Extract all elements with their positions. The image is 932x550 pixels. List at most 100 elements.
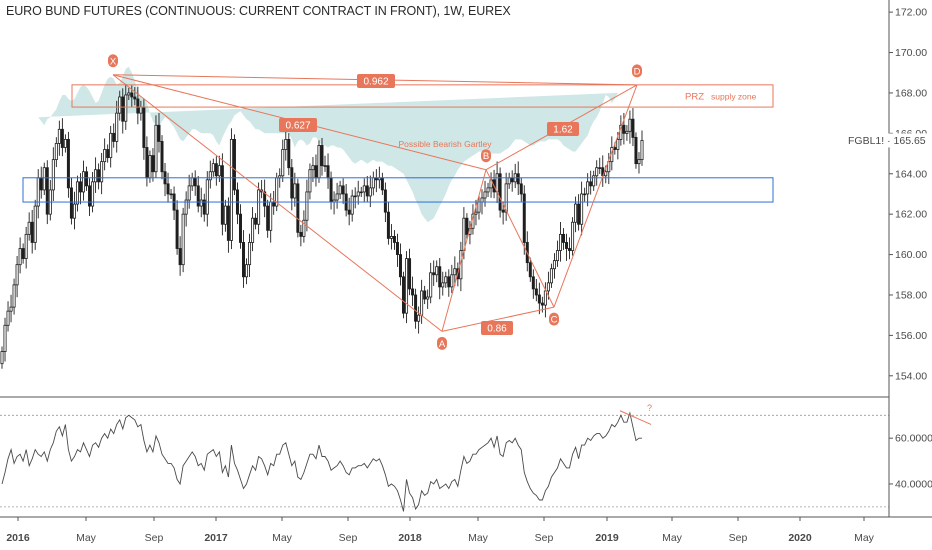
chart-title: EURO BUND FUTURES (CONTINUOUS: CURRENT C… [6, 4, 511, 18]
last-price-bg [846, 133, 932, 148]
candle [314, 154, 318, 187]
candle-body [392, 235, 396, 243]
candle [175, 200, 179, 255]
candle [601, 155, 605, 187]
candle-body [100, 161, 104, 183]
ratio-label: 0.86 [487, 324, 507, 335]
candle [169, 188, 173, 200]
candle [441, 271, 445, 296]
point-b-label: B [483, 151, 489, 162]
candle-body [465, 217, 469, 235]
candle [305, 179, 309, 232]
candle [498, 167, 502, 218]
ratio-label: 0.627 [285, 121, 310, 132]
candle-body [356, 191, 360, 197]
candle [24, 226, 28, 269]
candle-body [495, 173, 499, 193]
candle [483, 180, 487, 207]
candle [589, 170, 593, 195]
candlestick-series [0, 83, 644, 369]
candle-body [625, 130, 629, 134]
point-x-badge [108, 54, 118, 68]
candle-body [15, 264, 19, 286]
candle-body [383, 189, 387, 213]
candle-body [353, 195, 357, 198]
candle-body [595, 167, 599, 177]
candle-body [184, 199, 188, 215]
candle [338, 180, 342, 200]
candle-body [263, 191, 267, 207]
candle-body [613, 147, 617, 150]
candle [465, 213, 469, 240]
candle-body [453, 268, 457, 276]
candle [519, 177, 523, 202]
candle [82, 160, 86, 201]
candle-body [136, 98, 140, 114]
candle-body [202, 199, 206, 215]
candle [118, 90, 122, 121]
candle [586, 173, 590, 207]
candle-body [589, 181, 593, 187]
candle [257, 182, 261, 235]
candle-body [631, 118, 635, 138]
x-tick-label: May [662, 532, 683, 544]
candle-body [60, 128, 64, 148]
candle [30, 209, 34, 254]
candle-body [531, 276, 535, 290]
point-d-badge [632, 64, 642, 78]
candle-body [555, 250, 559, 262]
candle [389, 224, 393, 250]
candle [248, 233, 252, 277]
candle-body [223, 205, 227, 225]
candle [260, 180, 264, 199]
candle [438, 258, 442, 300]
candle [39, 166, 43, 199]
candle-body [305, 191, 309, 221]
candle [245, 258, 249, 285]
candle [63, 134, 67, 153]
candle-body [229, 139, 233, 241]
candle [151, 148, 155, 182]
candle-body [293, 183, 297, 199]
candle [290, 159, 294, 211]
candle [142, 98, 146, 160]
candle-body [622, 124, 626, 134]
candle-body [145, 147, 149, 179]
candle-body [248, 242, 252, 266]
candle [380, 172, 384, 195]
candle-body [91, 181, 95, 207]
candle-body [534, 288, 538, 296]
support-zone [22, 177, 774, 203]
candle-body [583, 193, 587, 196]
candle [3, 317, 7, 362]
candle-body [504, 183, 508, 213]
candle-body [21, 248, 25, 260]
candle [157, 112, 161, 153]
candle [411, 276, 415, 307]
y-tick-label: 160.00 [895, 249, 927, 261]
candle [42, 162, 46, 195]
x-tick-label: May [272, 532, 293, 544]
candle-body [426, 296, 430, 300]
candle [555, 240, 559, 267]
candle-body [27, 221, 31, 235]
rsi-tick-label: 40.0000 [895, 478, 932, 490]
candle [356, 180, 360, 205]
candle [634, 132, 638, 169]
candle [444, 271, 448, 288]
y-tick-label: 170.00 [895, 47, 927, 59]
candle-body [251, 217, 255, 243]
candle-body [124, 94, 128, 122]
candle [57, 120, 61, 156]
candle [398, 243, 402, 286]
candle-body [341, 185, 345, 195]
candle [181, 207, 185, 273]
rsi-annotation: ? [647, 403, 652, 413]
candle-body [634, 136, 638, 165]
candle [33, 199, 37, 250]
candle-body [395, 242, 399, 255]
candle [558, 222, 562, 262]
candle-body [519, 183, 523, 195]
candle-body [190, 177, 194, 187]
